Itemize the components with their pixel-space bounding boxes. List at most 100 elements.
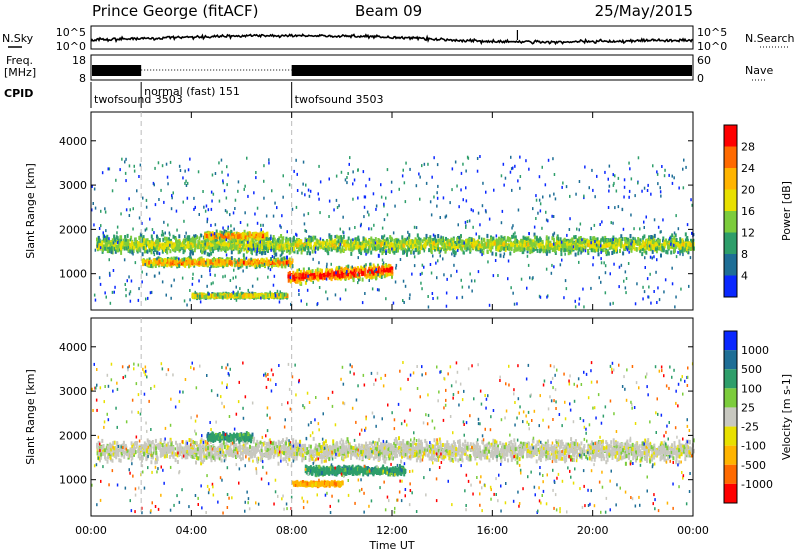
- power-cell: [365, 249, 368, 254]
- power-cell: [328, 274, 331, 279]
- power-cell: [271, 294, 274, 299]
- power-cell: [653, 233, 656, 238]
- power-sparse-cell: [132, 227, 134, 231]
- power-cell: [165, 249, 168, 253]
- power-cell: [170, 240, 173, 245]
- power-cell: [168, 241, 171, 246]
- power-cell: [266, 247, 269, 252]
- power-cell: [612, 241, 615, 246]
- power-cell: [217, 241, 220, 246]
- power-cell: [238, 233, 241, 238]
- power-sparse-cell: [237, 290, 239, 294]
- power-cell: [365, 239, 368, 244]
- power-cell: [193, 293, 196, 298]
- power-cell: [215, 237, 218, 242]
- power-cell: [182, 239, 185, 244]
- power-sparse-cell: [289, 276, 292, 280]
- power-cell: [369, 264, 372, 269]
- power-cell: [289, 263, 292, 268]
- power-cell: [457, 246, 460, 251]
- power-cell: [361, 266, 364, 271]
- power-cell: [212, 235, 215, 240]
- power-cell: [287, 237, 290, 242]
- power-cell: [447, 245, 450, 250]
- power-cell: [662, 248, 665, 253]
- power-cell: [311, 271, 314, 276]
- power-sparse-cell: [436, 204, 438, 208]
- power-sparse-cell: [427, 295, 429, 298]
- power-cell: [242, 232, 244, 236]
- power-cell: [222, 241, 225, 246]
- power-cell: [566, 241, 569, 246]
- power-cell: [595, 247, 598, 252]
- power-cell: [368, 266, 371, 271]
- power-cell: [626, 237, 629, 242]
- power-cell: [342, 234, 345, 239]
- power-cell: [507, 243, 510, 248]
- power-cell: [681, 246, 684, 251]
- power-sparse-cell: [465, 199, 468, 203]
- power-cell: [105, 237, 108, 242]
- power-sparse-cell: [622, 227, 625, 231]
- power-cell: [548, 246, 551, 250]
- power-cell: [274, 252, 277, 257]
- power-sparse-cell: [477, 270, 480, 274]
- power-cell: [372, 263, 375, 268]
- power-cell: [262, 294, 265, 299]
- power-cell: [529, 249, 532, 254]
- power-cell: [452, 240, 454, 245]
- power-cell: [578, 247, 581, 252]
- power-cell: [314, 269, 317, 274]
- power-cell: [200, 248, 202, 253]
- power-sparse-cell: [348, 227, 351, 231]
- power-sparse-cell: [653, 255, 655, 259]
- power-cell: [635, 240, 638, 245]
- power-cell: [478, 235, 481, 240]
- power-cell: [178, 234, 181, 239]
- nsky-trace: [90, 33, 694, 46]
- power-cell: [210, 293, 213, 298]
- power-cell: [675, 241, 678, 246]
- power-cell: [171, 247, 174, 252]
- power-cell: [456, 237, 459, 242]
- power-cell: [221, 234, 224, 239]
- power-cell: [209, 293, 211, 298]
- power-cell: [690, 238, 692, 243]
- power-cell: [279, 239, 281, 244]
- power-cell: [613, 244, 616, 249]
- power-cell: [461, 247, 464, 252]
- power-sparse-cell: [125, 288, 127, 292]
- power-cell: [293, 277, 296, 282]
- power-cell: [157, 256, 160, 261]
- power-cell: [357, 275, 360, 280]
- power-cell: [282, 261, 285, 266]
- power-cell: [388, 263, 390, 268]
- power-sparse-cell: [271, 189, 273, 193]
- power-cell: [301, 244, 304, 248]
- power-cell: [269, 292, 272, 297]
- power-cell: [401, 239, 404, 244]
- power-cell: [114, 238, 117, 243]
- power-cell: [393, 243, 396, 247]
- power-cell: [386, 238, 389, 243]
- power-cell: [306, 251, 309, 256]
- power-cell: [438, 247, 441, 251]
- power-cell: [546, 244, 549, 249]
- power-cell: [591, 244, 594, 249]
- power-cell: [170, 259, 173, 264]
- power-cell: [258, 247, 261, 252]
- power-cell: [438, 238, 441, 243]
- power-cell: [181, 243, 184, 248]
- power-cell: [160, 245, 163, 250]
- power-cell: [472, 245, 475, 250]
- power-cell: [239, 237, 242, 242]
- power-cell: [207, 291, 209, 296]
- power-cell: [294, 273, 297, 277]
- power-cell: [616, 238, 619, 243]
- power-cell: [671, 233, 674, 238]
- power-cell: [309, 276, 312, 281]
- power-cell: [648, 241, 651, 245]
- power-cell: [589, 242, 592, 247]
- power-cell: [578, 243, 581, 248]
- power-cell: [207, 232, 210, 237]
